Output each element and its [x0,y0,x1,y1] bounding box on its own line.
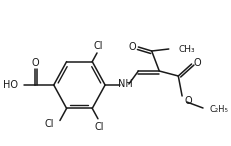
Text: HO: HO [3,80,18,90]
Text: O: O [32,58,40,68]
Text: O: O [129,42,137,52]
Text: O: O [194,58,201,68]
Text: CH₃: CH₃ [178,45,195,53]
Text: NH: NH [118,79,132,89]
Text: O: O [185,96,193,106]
Text: Cl: Cl [94,122,104,132]
Text: Cl: Cl [93,41,103,51]
Text: Cl: Cl [45,119,54,128]
Text: C₂H₅: C₂H₅ [210,105,228,113]
